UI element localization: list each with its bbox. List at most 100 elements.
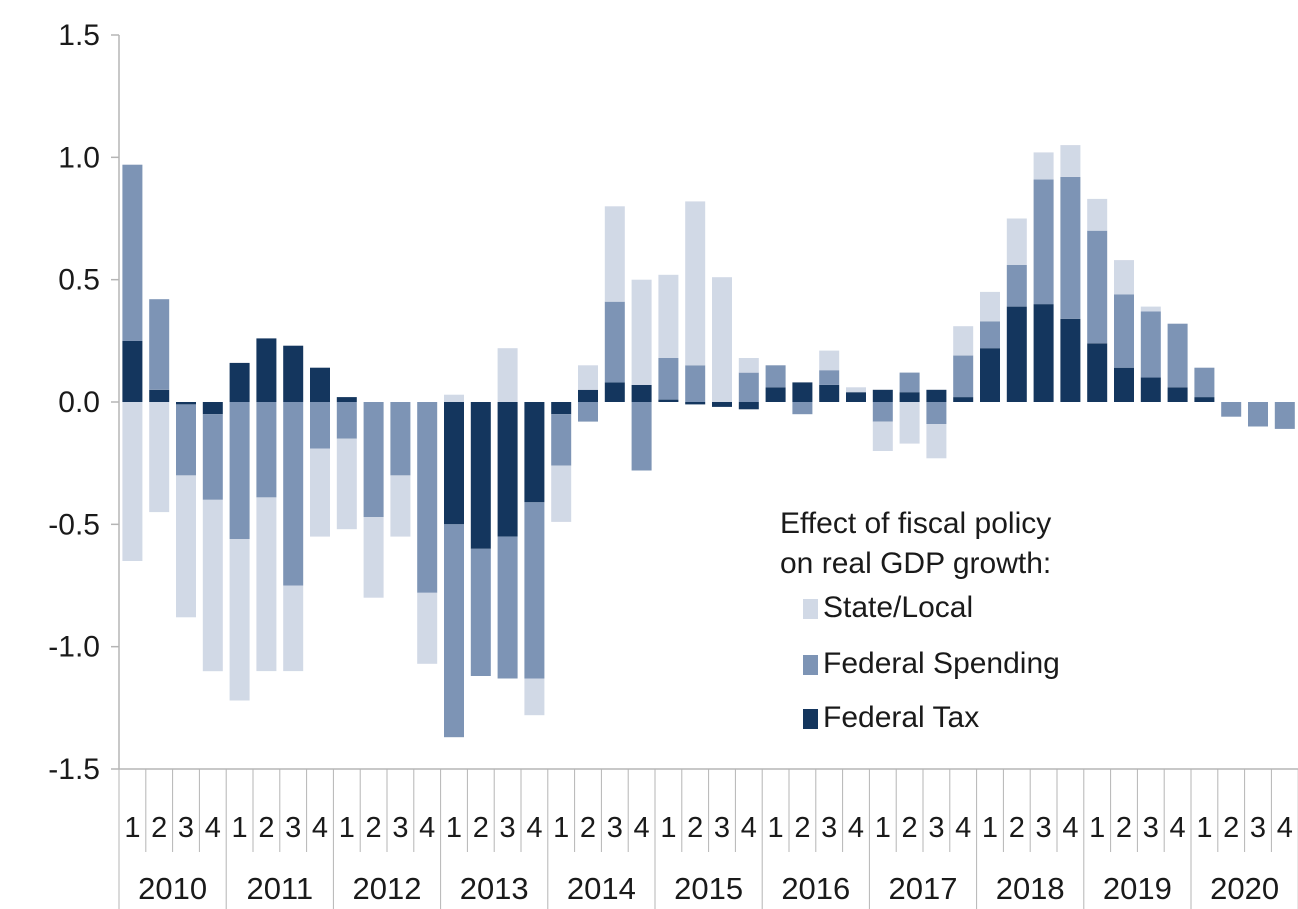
bar-state-local-23	[738, 358, 759, 373]
x-tick-quarter-1: 2	[151, 812, 167, 844]
x-tick-year-2019: 2019	[1103, 871, 1172, 906]
bar-federal-spending-2	[176, 404, 196, 476]
x-tick-year-2010: 2010	[138, 871, 207, 906]
bar-state-local-26	[819, 350, 840, 371]
legend-title-line-2: on real GDP growth:	[780, 547, 1051, 580]
bar-federal-spending-10	[390, 402, 411, 476]
bar-federal-tax-37	[1114, 367, 1134, 402]
x-tick-year-2018: 2018	[996, 871, 1065, 906]
bar-federal-tax-34	[1033, 304, 1054, 402]
y-tick-label-3: 0.0	[58, 386, 100, 419]
bar-state-local-30	[926, 424, 947, 459]
x-tick-quarter-18: 3	[607, 812, 623, 844]
bar-federal-spending-39	[1167, 323, 1188, 388]
x-tick-year-2014: 2014	[567, 871, 636, 906]
bar-federal-tax-32	[980, 348, 1000, 402]
bar-federal-tax-25	[792, 382, 813, 402]
legend-label-federal-tax: Federal Tax	[823, 701, 979, 734]
x-tick-quarter-4: 1	[232, 812, 248, 844]
bar-state-local-10	[390, 475, 411, 537]
bar-federal-tax-26	[819, 384, 840, 402]
bar-federal-tax-8	[336, 397, 357, 402]
bar-federal-spending-8	[336, 402, 357, 439]
bar-federal-tax-0	[122, 340, 143, 402]
x-tick-quarter-38: 3	[1143, 812, 1159, 844]
bar-federal-tax-24	[765, 387, 786, 402]
x-tick-quarter-13: 2	[473, 812, 489, 844]
bar-federal-spending-42	[1248, 402, 1268, 427]
bar-state-local-3	[202, 499, 223, 672]
bar-federal-spending-1	[149, 299, 170, 390]
bar-federal-spending-18	[604, 301, 625, 383]
x-tick-year-2020: 2020	[1210, 871, 1279, 906]
bar-state-local-31	[953, 326, 974, 356]
bar-federal-tax-6	[283, 345, 304, 402]
legend-swatch-federal-tax	[803, 709, 818, 729]
bar-state-local-12	[444, 394, 464, 402]
bar-state-local-28	[872, 421, 893, 451]
x-tick-quarter-26: 3	[821, 812, 837, 844]
bar-state-local-20	[658, 274, 679, 358]
x-tick-quarter-10: 3	[392, 812, 408, 844]
bar-federal-tax-2	[176, 402, 196, 405]
x-tick-quarter-37: 2	[1116, 812, 1132, 844]
x-tick-quarter-9: 2	[366, 812, 382, 844]
x-tick-quarter-0: 1	[124, 812, 140, 844]
bar-state-local-32	[980, 291, 1000, 322]
bar-federal-tax-35	[1060, 318, 1081, 402]
bar-federal-tax-33	[1006, 306, 1027, 402]
bar-state-local-35	[1060, 145, 1081, 177]
x-tick-quarter-7: 4	[312, 812, 328, 844]
bar-state-local-9	[363, 517, 384, 598]
bar-federal-tax-12	[444, 402, 464, 525]
x-tick-quarter-33: 2	[1009, 812, 1025, 844]
x-tick-quarter-6: 3	[285, 812, 301, 844]
x-tick-quarter-31: 4	[955, 812, 971, 844]
bar-state-local-8	[336, 438, 357, 530]
bar-federal-spending-13	[470, 548, 491, 676]
bar-federal-spending-29	[899, 372, 920, 393]
bar-federal-tax-14	[497, 402, 518, 537]
x-tick-quarter-11: 4	[419, 812, 435, 844]
bar-federal-tax-13	[470, 402, 491, 549]
bar-federal-tax-23	[738, 402, 759, 410]
bar-state-local-7	[310, 448, 330, 537]
bar-federal-spending-37	[1114, 294, 1134, 368]
bar-federal-tax-3	[202, 402, 223, 415]
bar-federal-spending-11	[417, 402, 438, 593]
bar-state-local-36	[1087, 198, 1108, 231]
x-tick-quarter-15: 4	[526, 812, 542, 844]
bar-state-local-29	[899, 402, 920, 444]
bar-state-local-11	[417, 592, 438, 664]
x-tick-quarter-21: 2	[687, 812, 703, 844]
x-tick-quarter-20: 1	[660, 812, 676, 844]
x-tick-quarter-41: 2	[1223, 812, 1239, 844]
x-tick-quarter-12: 1	[446, 812, 462, 844]
y-axis-ticks: 1.5 1.0 0.5 0.0 -0.5 -1.0 -1.5	[48, 19, 100, 786]
bar-federal-spending-36	[1087, 230, 1108, 344]
bar-federal-spending-4	[229, 402, 250, 539]
bar-federal-spending-33	[1006, 265, 1027, 307]
legend-label-state-local: State/Local	[823, 591, 973, 624]
bar-federal-tax-20	[658, 399, 679, 402]
bar-federal-tax-19	[631, 384, 652, 402]
bar-federal-spending-15	[524, 502, 545, 679]
bar-state-local-18	[604, 206, 625, 302]
bar-federal-spending-3	[202, 414, 223, 500]
x-tick-quarter-29: 2	[902, 812, 918, 844]
bar-federal-tax-15	[524, 402, 545, 503]
bar-federal-tax-22	[712, 402, 732, 407]
bar-state-local-14	[497, 348, 518, 402]
bar-state-local-27	[846, 387, 866, 393]
legend: Effect of fiscal policy on real GDP grow…	[780, 507, 1060, 734]
bar-federal-tax-40	[1194, 397, 1215, 402]
x-tick-quarter-14: 3	[500, 812, 516, 844]
bar-state-local-34	[1033, 152, 1054, 180]
bar-state-local-21	[685, 201, 706, 366]
bar-state-local-38	[1140, 306, 1161, 312]
bar-federal-spending-23	[738, 372, 759, 402]
x-tick-quarter-5: 2	[258, 812, 274, 844]
bar-state-local-17	[578, 365, 598, 390]
bar-federal-spending-19	[631, 402, 652, 471]
bar-federal-spending-31	[953, 355, 974, 398]
